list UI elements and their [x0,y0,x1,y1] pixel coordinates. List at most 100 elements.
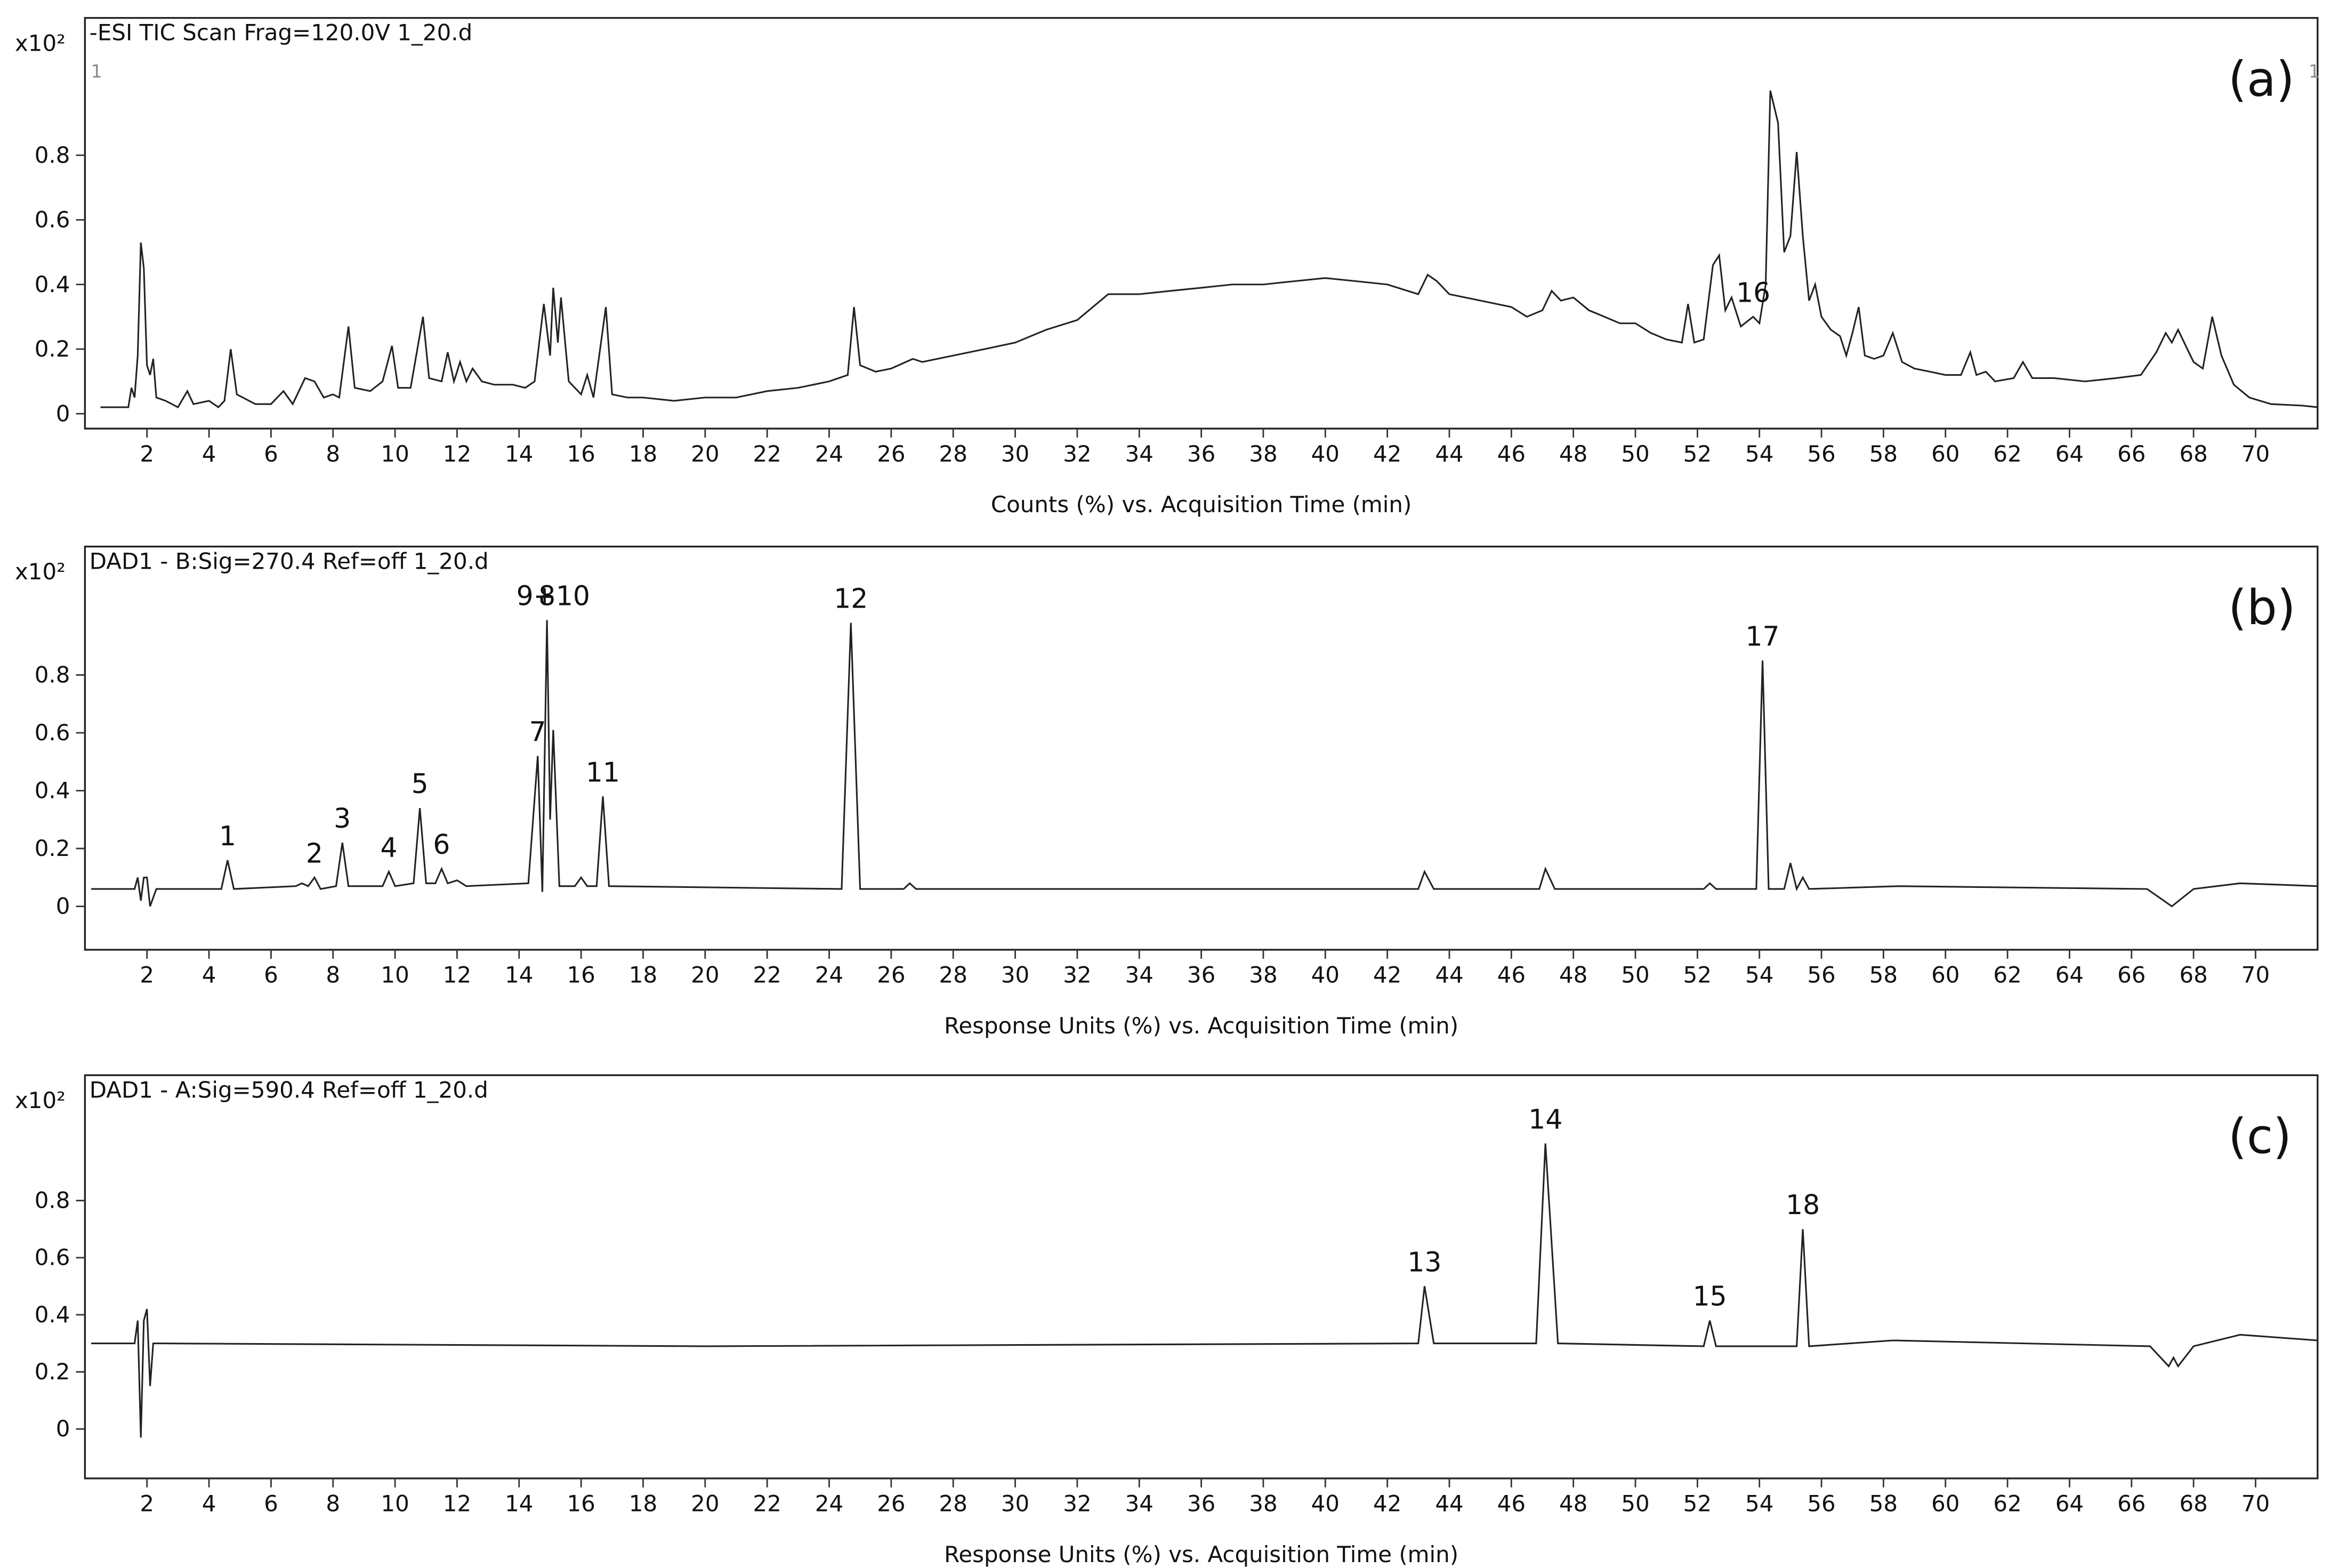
peak-label: 18 [1786,1189,1820,1221]
y-tick-label: 0 [56,893,70,919]
peak-label: 1 [219,820,236,852]
trace [100,90,2318,409]
x-axis-label: Response Units (%) vs. Acquisition Time … [944,1013,1458,1039]
x-tick-label: 36 [1187,962,1215,988]
x-tick-label: 14 [505,962,533,988]
x-tick-label: 4 [202,1490,216,1516]
x-tick-label: 4 [202,962,216,988]
x-tick-label: 2 [140,1490,154,1516]
x-tick-label: 66 [2117,962,2146,988]
x-tick-label: 64 [2055,441,2084,467]
peak-label: 8 [538,580,555,611]
y-tick-label: 0.4 [35,271,70,297]
x-tick-label: 46 [1497,1490,1526,1516]
x-tick-label: 48 [1559,441,1587,467]
x-tick-label: 6 [264,962,278,988]
x-tick-label: 22 [753,962,781,988]
x-tick-label: 12 [443,441,471,467]
peak-label: 2 [306,837,323,869]
x-tick-label: 54 [1745,1490,1773,1516]
x-tick-label: 52 [1683,441,1712,467]
y-tick-label: 0.8 [35,1187,70,1214]
peak-label: 9+10 [517,580,590,611]
x-tick-label: 42 [1373,962,1401,988]
trace-title: DAD1 - B:Sig=270.4 Ref=off 1_20.d [90,548,489,574]
x-tick-label: 8 [326,1490,340,1516]
x-tick-label: 50 [1621,962,1649,988]
x-tick-label: 34 [1125,962,1154,988]
x-tick-label: 38 [1249,1490,1277,1516]
x-tick-label: 22 [753,1490,781,1516]
x-tick-label: 70 [2241,1490,2270,1516]
x-tick-label: 12 [443,1490,471,1516]
peak-label: 12 [834,583,868,615]
x-tick-label: 22 [753,441,781,467]
x-tick-label: 14 [505,1490,533,1516]
trace-title: -ESI TIC Scan Frag=120.0V 1_20.d [90,20,472,46]
x-tick-label: 20 [691,441,719,467]
x-tick-label: 2 [140,962,154,988]
x-tick-label: 2 [140,441,154,467]
x-tick-label: 10 [381,962,409,988]
x-tick-label: 58 [1869,1490,1898,1516]
x-tick-label: 26 [877,1490,905,1516]
x-tick-label: 52 [1683,962,1712,988]
x-tick-label: 38 [1249,441,1277,467]
x-tick-label: 62 [1993,441,2021,467]
x-tick-label: 58 [1869,441,1898,467]
y-tick-label: 0.2 [35,1359,70,1385]
x-tick-label: 50 [1621,1490,1649,1516]
x-tick-label: 16 [567,441,595,467]
peak-label: 3 [334,803,351,834]
y-unit: x10² [15,559,66,585]
y-tick-label: 0.8 [35,142,70,168]
x-tick-label: 32 [1063,962,1091,988]
x-tick-label: 60 [1931,441,1959,467]
y-tick-label: 0.6 [35,720,70,746]
x-tick-label: 62 [1993,962,2021,988]
x-tick-label: 56 [1807,962,1835,988]
y-unit: x10² [15,30,66,56]
x-tick-label: 32 [1063,441,1091,467]
peak-label: 11 [586,756,620,788]
peak-label: 5 [412,768,429,799]
x-tick-label: 18 [629,962,657,988]
x-tick-label: 68 [2179,441,2207,467]
y-tick-label: 0.6 [35,1244,70,1271]
x-tick-label: 10 [381,441,409,467]
x-tick-label: 8 [326,441,340,467]
x-axis-label: Counts (%) vs. Acquisition Time (min) [991,491,1412,518]
y-tick-label: 0.4 [35,777,70,803]
peak-label: 14 [1528,1103,1562,1135]
panel-label: (c) [2228,1109,2292,1165]
x-tick-label: 40 [1311,441,1340,467]
x-tick-label: 8 [326,962,340,988]
x-tick-label: 10 [381,1490,409,1516]
peak-label: 15 [1693,1281,1727,1312]
x-tick-label: 18 [629,441,657,467]
x-tick-label: 60 [1931,1490,1959,1516]
x-tick-label: 44 [1435,441,1463,467]
peak-label: 6 [433,829,450,860]
x-tick-label: 54 [1745,441,1773,467]
peak-label: 13 [1407,1246,1441,1278]
y-tick-label: 0.8 [35,661,70,688]
x-tick-label: 26 [877,441,905,467]
x-tick-label: 64 [2055,1490,2084,1516]
x-tick-label: 60 [1931,962,1959,988]
peak-label: 17 [1746,620,1780,652]
x-tick-label: 24 [815,441,843,467]
x-tick-label: 62 [1993,1490,2021,1516]
panel-label: (b) [2228,580,2296,636]
x-tick-label: 4 [202,441,216,467]
x-tick-label: 56 [1807,441,1835,467]
x-tick-label: 34 [1125,1490,1154,1516]
trace-title: DAD1 - A:Sig=590.4 Ref=off 1_20.d [90,1077,488,1103]
x-tick-label: 12 [443,962,471,988]
trace [91,620,2318,908]
x-tick-label: 68 [2179,962,2207,988]
x-tick-label: 6 [264,1490,278,1516]
x-tick-label: 34 [1125,441,1154,467]
x-tick-label: 44 [1435,962,1463,988]
